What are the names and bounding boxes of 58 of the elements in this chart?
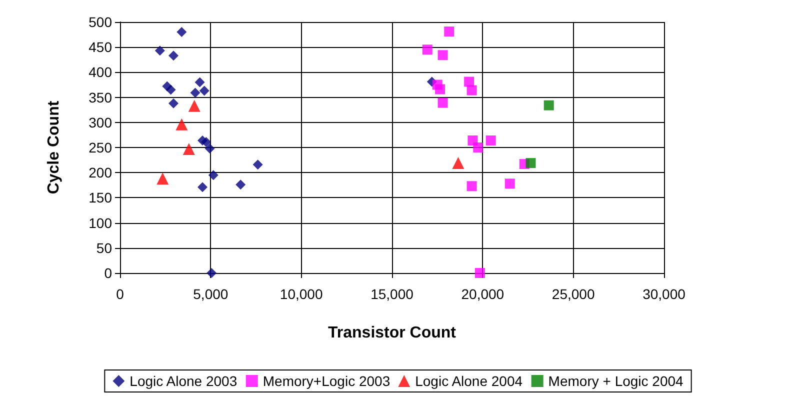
x-axis-title: Transistor Count [328, 324, 457, 342]
point [188, 100, 200, 112]
point [208, 170, 218, 180]
point [182, 143, 195, 156]
point [544, 100, 554, 110]
point [486, 135, 496, 146]
y-tick-label: 350 [88, 89, 112, 106]
y-axis-title: Cycle Count [46, 100, 62, 194]
point [452, 157, 464, 170]
point [473, 142, 484, 152]
point [199, 86, 210, 96]
legend-label: Logic Alone 2003 [130, 373, 238, 389]
point [168, 50, 178, 61]
point [466, 85, 477, 96]
y-tick-label: 0 [104, 265, 112, 281]
point [156, 172, 169, 185]
point [438, 98, 448, 108]
point [204, 144, 215, 154]
point [504, 178, 515, 189]
point [166, 84, 176, 95]
point [526, 158, 536, 168]
point [422, 44, 432, 55]
y-tick-label: 100 [88, 214, 112, 231]
point [154, 46, 165, 56]
point [168, 98, 178, 108]
point [236, 180, 246, 190]
x-tick-label: 5,000 [193, 286, 228, 302]
point [190, 88, 200, 98]
x-tick-label: 20,000 [461, 286, 504, 302]
y-tick-label: 400 [88, 64, 112, 80]
point [444, 26, 454, 37]
point [176, 27, 187, 38]
x-tick-label: 25,000 [552, 286, 595, 302]
x-tick-label: 0 [116, 286, 124, 302]
point [435, 84, 446, 94]
y-tick-label: 50 [96, 240, 112, 256]
point [464, 76, 474, 87]
y-tick-label: 300 [88, 114, 112, 130]
y-tick-label: 200 [88, 164, 112, 181]
x-tick-label: 30,000 [642, 286, 686, 302]
point [438, 50, 448, 60]
y-tick-label: 250 [88, 140, 112, 156]
point [198, 182, 208, 192]
point [252, 160, 263, 170]
point [206, 268, 217, 278]
legend-label: Memory + Logic 2004 [548, 373, 684, 389]
point [474, 268, 485, 278]
point [194, 77, 205, 88]
y-tick-label: 450 [88, 39, 112, 56]
legend-label: Logic Alone 2004 [415, 373, 523, 389]
point [466, 181, 477, 192]
y-tick-label: 500 [88, 14, 112, 30]
legend-label: Memory+Logic 2003 [262, 373, 390, 389]
y-tick-label: 150 [88, 190, 112, 206]
x-tick-label: 10,000 [280, 286, 323, 302]
point [176, 118, 188, 130]
point [201, 136, 212, 147]
x-tick-label: 15,000 [370, 286, 414, 302]
